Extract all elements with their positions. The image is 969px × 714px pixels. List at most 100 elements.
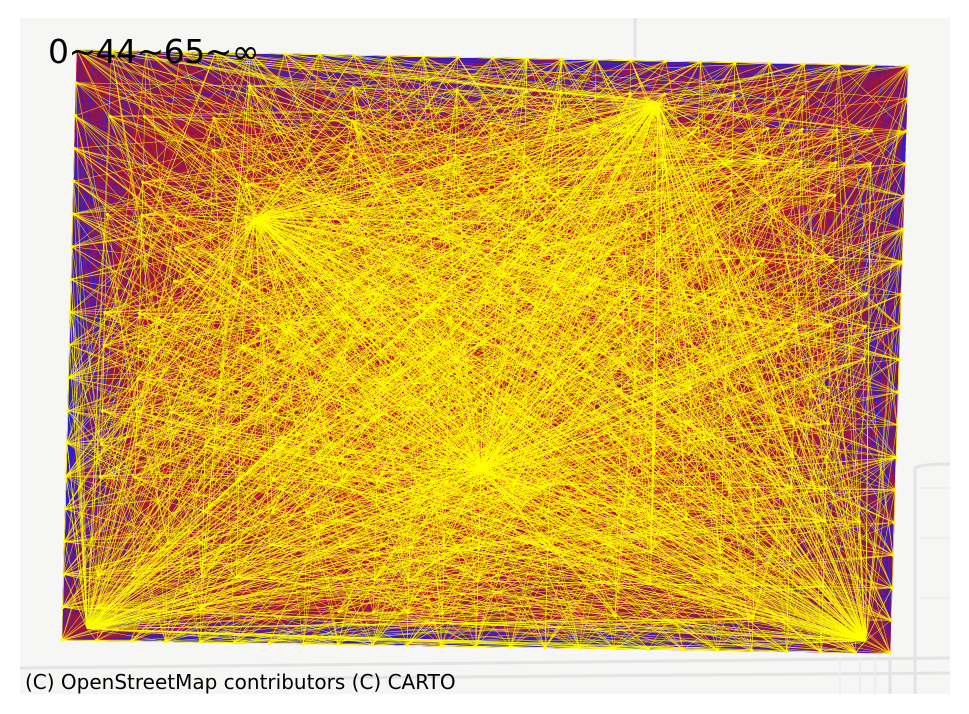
flow-node <box>137 344 141 348</box>
flow-node <box>67 343 72 347</box>
flow-node <box>245 182 249 186</box>
flow-node <box>174 246 178 251</box>
flow-node <box>236 510 240 514</box>
flow-node <box>273 412 277 416</box>
flow-node <box>137 311 142 315</box>
flow-node <box>99 475 103 479</box>
flow-node <box>60 638 64 642</box>
flow-node <box>267 641 271 645</box>
flow-node <box>309 347 313 351</box>
flow-node <box>140 213 144 217</box>
flow-node <box>308 413 312 417</box>
flow-node <box>71 212 75 216</box>
flow-node <box>317 53 321 57</box>
flow-node <box>199 607 203 612</box>
flow-node <box>141 180 145 184</box>
flow-node <box>163 640 168 644</box>
flow-node <box>351 86 355 90</box>
flow-node <box>67 376 71 380</box>
flow-node <box>70 245 74 249</box>
flow-node <box>211 149 215 153</box>
flow-line <box>61 554 86 635</box>
flow-node <box>105 212 109 217</box>
flow-node <box>74 81 78 85</box>
map-canvas[interactable] <box>20 18 950 694</box>
flow-node <box>96 573 100 577</box>
flow-node <box>64 474 68 478</box>
flow-node <box>135 410 139 414</box>
flow-node <box>283 52 287 56</box>
flow-line <box>329 54 643 130</box>
flow-node <box>133 475 137 479</box>
flow-node <box>272 445 276 449</box>
flow-node <box>270 510 275 514</box>
flow-node <box>175 214 179 218</box>
flow-node <box>129 639 133 643</box>
flow-node <box>173 279 177 283</box>
flow-line <box>63 551 76 638</box>
flow-node <box>73 114 77 118</box>
flow-node <box>61 605 65 609</box>
flow-node <box>340 479 344 483</box>
flow-node <box>99 442 104 446</box>
flow-node <box>244 215 248 219</box>
flow-node <box>131 574 135 578</box>
flow-node <box>348 217 352 221</box>
flow-node <box>232 641 237 645</box>
flow-node <box>311 282 315 286</box>
flow-line <box>74 124 144 450</box>
flow-node <box>166 541 170 546</box>
flow-node <box>102 344 106 348</box>
flow-node <box>301 642 306 646</box>
flow-node <box>169 410 174 414</box>
flow-node <box>277 248 282 252</box>
flow-node <box>313 216 317 220</box>
flow-node <box>62 572 66 577</box>
flow-node <box>203 444 207 448</box>
flow-node <box>198 640 202 644</box>
flow-node <box>270 543 274 547</box>
flow-node <box>352 53 356 57</box>
flow-node <box>212 116 216 120</box>
flow-line <box>776 65 892 141</box>
flow-node <box>346 282 350 286</box>
flow-node <box>103 311 107 315</box>
flow-node <box>271 478 275 482</box>
flow-node <box>94 638 99 643</box>
flow-line <box>829 634 885 653</box>
flow-node <box>200 575 204 579</box>
flow-node <box>275 347 279 351</box>
flow-node <box>279 183 283 187</box>
flow-node <box>143 115 147 119</box>
flow-node <box>305 511 309 515</box>
flow-node <box>345 315 349 319</box>
flow-node <box>339 544 343 548</box>
flow-node <box>240 346 244 350</box>
flow-node <box>172 312 176 316</box>
flow-node <box>66 409 70 413</box>
flow-node <box>201 509 205 513</box>
flow-node <box>247 84 251 88</box>
flow-node <box>65 441 69 445</box>
flow-node <box>349 151 353 156</box>
flow-line <box>74 128 108 600</box>
flow-node <box>242 280 246 285</box>
flow-line <box>875 157 906 426</box>
flow-node <box>344 348 348 352</box>
flow-line <box>75 97 111 103</box>
flow-node <box>234 575 238 579</box>
od-flow-lines <box>60 48 910 655</box>
flow-node <box>72 146 77 150</box>
flow-node <box>269 576 273 580</box>
flow-node <box>62 540 67 544</box>
flow-node <box>237 477 241 481</box>
flow-node <box>95 606 99 610</box>
flow-node <box>63 507 67 511</box>
flow-node <box>350 119 354 123</box>
flow-node <box>134 442 138 447</box>
flow-node <box>108 114 112 118</box>
flow-node <box>68 310 72 314</box>
flow-line <box>242 62 745 130</box>
flow-node <box>69 277 73 281</box>
flow-node <box>72 179 76 183</box>
